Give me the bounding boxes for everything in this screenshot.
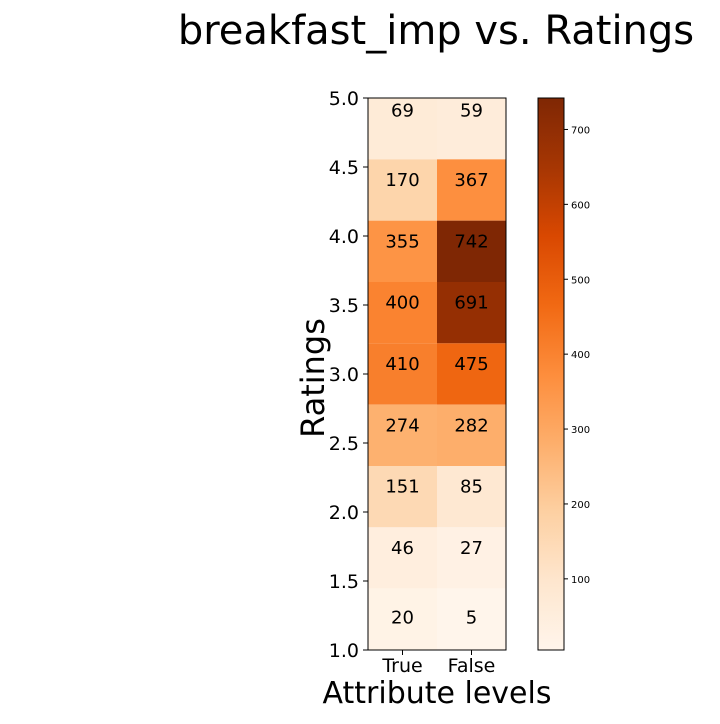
x-axis-label: Attribute levels — [323, 676, 552, 711]
heatmap-cell — [437, 343, 506, 405]
y-tick-label: 1.5 — [329, 571, 359, 593]
heatmap-cell — [368, 98, 437, 160]
colorbar-tick-label: 100 — [571, 575, 590, 586]
heatmap-cell — [368, 282, 437, 344]
chart-title: breakfast_imp vs. Ratings — [178, 8, 694, 54]
heatmap-cell — [368, 588, 437, 650]
cell-value-label: 355 — [385, 231, 419, 252]
heatmap-cell — [368, 343, 437, 405]
colorbar-tick-label: 600 — [571, 200, 590, 211]
y-axis-label: Ratings — [294, 318, 332, 438]
cell-value-label: 59 — [460, 101, 483, 122]
cell-value-label: 475 — [454, 354, 488, 375]
cell-value-label: 400 — [385, 293, 419, 314]
heatmap-cell — [437, 588, 506, 650]
heatmap-cell — [437, 220, 506, 282]
heatmap-cell — [437, 282, 506, 344]
cell-value-label: 410 — [385, 354, 419, 375]
cell-value-label: 742 — [454, 231, 488, 252]
heatmap-cell — [368, 466, 437, 528]
colorbar-tick-label: 200 — [571, 500, 590, 511]
cell-value-label: 282 — [454, 415, 488, 436]
cell-value-label: 20 — [391, 607, 414, 628]
colorbar-tick-label: 500 — [571, 275, 590, 286]
colorbar-tick-label: 400 — [571, 350, 590, 361]
y-tick-label: 4.5 — [329, 157, 359, 179]
heatmap-cell — [437, 527, 506, 589]
heatmap-cell — [368, 220, 437, 282]
heatmap-cell — [368, 404, 437, 466]
heatmap-cell — [368, 527, 437, 589]
cell-value-label: 151 — [385, 477, 419, 498]
y-tick-label: 3.0 — [329, 364, 359, 386]
heatmap-cell — [437, 159, 506, 221]
heatmap-cell — [437, 98, 506, 160]
colorbar-tick-label: 300 — [571, 425, 590, 436]
colorbar-tick-label: 700 — [571, 125, 590, 136]
colorbar — [537, 97, 565, 651]
cell-value-label: 170 — [385, 170, 419, 191]
x-tick-label: False — [448, 655, 496, 677]
cell-value-label: 46 — [391, 538, 414, 559]
y-tick-label: 4.0 — [329, 226, 359, 248]
cell-value-label: 27 — [460, 538, 483, 559]
x-axis-ticks: True False — [381, 650, 495, 677]
y-tick-label: 2.0 — [329, 502, 359, 524]
cell-value-label: 5 — [466, 607, 477, 628]
y-tick-label: 2.5 — [329, 433, 359, 455]
cell-value-label: 367 — [454, 170, 488, 191]
cell-value-label: 69 — [391, 101, 414, 122]
heatmap-cell — [437, 404, 506, 466]
cell-value-label: 85 — [460, 477, 483, 498]
heatmap-cell — [368, 159, 437, 221]
y-tick-label: 3.5 — [329, 295, 359, 317]
heatmap-cell — [437, 466, 506, 528]
cell-value-label: 274 — [385, 415, 419, 436]
cell-value-label: 691 — [454, 293, 488, 314]
y-axis-ticks: 1.0 1.5 2.0 2.5 3.0 3.5 4.0 4.5 5.0 — [329, 88, 368, 662]
y-tick-label: 1.0 — [329, 640, 359, 662]
y-tick-label: 5.0 — [329, 88, 359, 110]
heatmap-cells: 69 59 170 367 355 742 400 691 410 475 274 282 151 85 4… — [368, 98, 506, 650]
colorbar-ticks: 100 200 300 400 500 600 700 — [564, 125, 590, 586]
x-tick-label: True — [381, 655, 422, 677]
